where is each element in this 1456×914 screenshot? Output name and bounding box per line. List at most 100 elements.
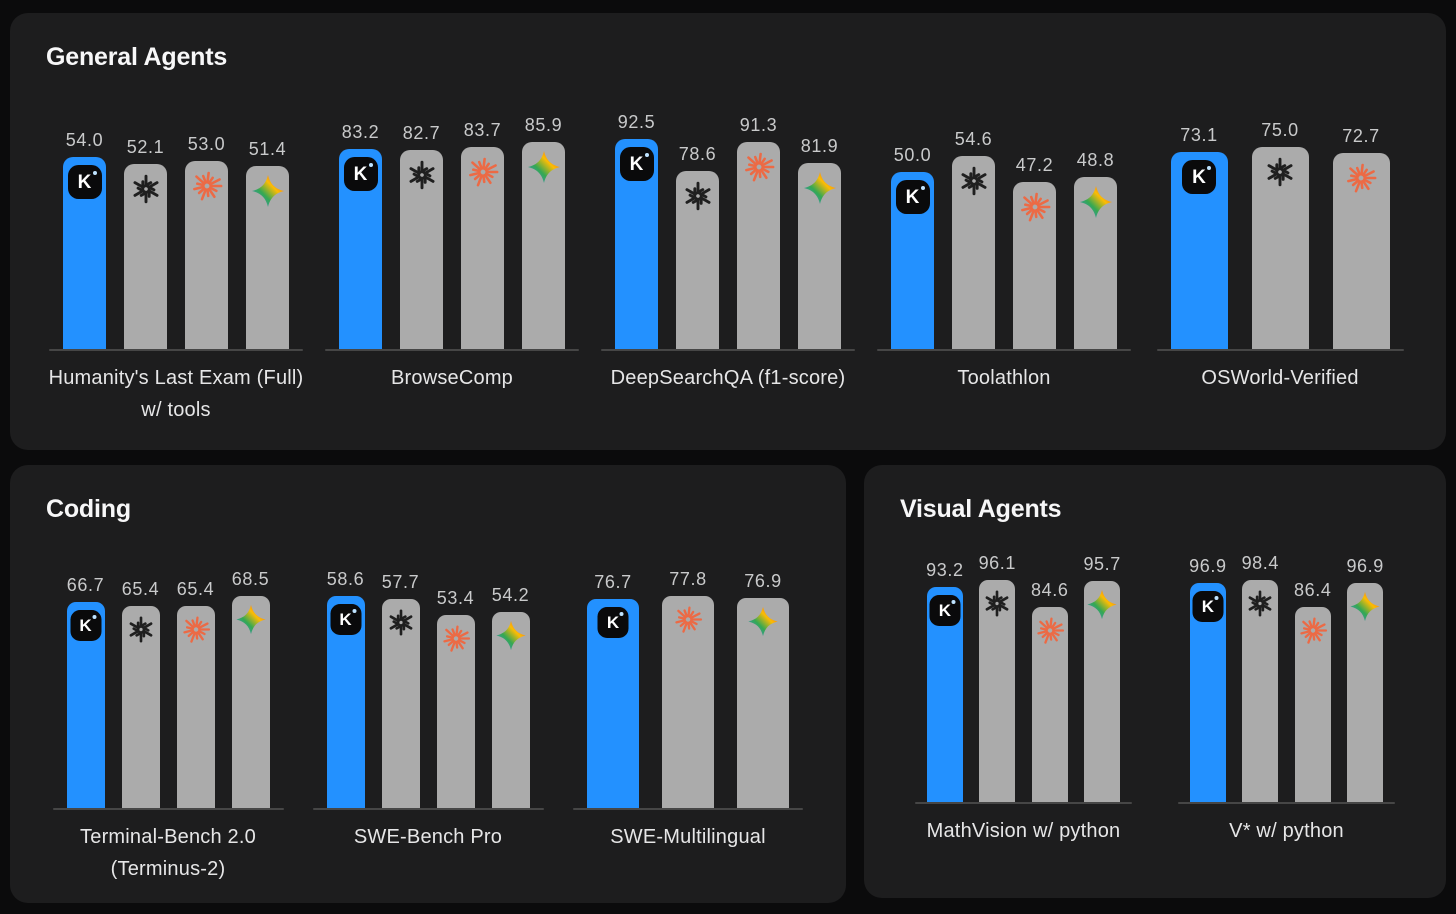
openai-icon [681, 179, 715, 213]
bar-column: 66.7 K [66, 575, 105, 808]
benchmark-label-line: OSWorld-Verified [1201, 367, 1359, 389]
kimi-k-letter: K [629, 153, 644, 175]
bar-column: 72.7 [1332, 126, 1390, 349]
bar-column: 58.6 K [326, 569, 365, 808]
competitor-bar [231, 596, 270, 808]
bar-value-label: 91.3 [739, 115, 778, 135]
bar-column: 76.7 K [587, 572, 639, 808]
bar-column: 75.0 [1251, 120, 1309, 349]
competitor-bar [1074, 177, 1117, 349]
kimi-k-dot [619, 612, 624, 616]
chart-coding: 66.7 K 65.4 65.4 68.5 Terminal-Bench 2.0 (T… [38, 564, 818, 901]
bar-value-label: 95.7 [1083, 554, 1121, 574]
bar-column: 47.2 [1013, 155, 1056, 349]
anthropic-starburst-icon [440, 623, 471, 654]
bar-value-label: 48.8 [1076, 150, 1115, 170]
kimi-bar: K [63, 157, 106, 349]
kimi-bar: K [1170, 152, 1228, 349]
anthropic-starburst-icon [1297, 615, 1328, 646]
benchmark-label: OSWorld-Verified [1201, 362, 1358, 440]
bar-icon-slot: K [895, 180, 930, 214]
competitor-bar [1242, 580, 1279, 802]
competitor-bar [461, 147, 504, 349]
openai-icon [957, 164, 991, 198]
kimi-k-dot [1214, 596, 1219, 600]
bar-column: 83.7 [461, 120, 504, 349]
kimi-k-letter: K [339, 610, 352, 629]
competitor-bar [952, 156, 995, 349]
panel-general-agents: General Agents 54.0 K 52.1 53.0 51.4 Human… [10, 13, 1446, 450]
bar-value-label: 65.4 [176, 579, 215, 599]
gemini-sparkle-icon [748, 606, 779, 637]
benchmark-group: 83.2 K 82.7 83.7 85.9 BrowseComp [314, 105, 590, 440]
bar-value-label: 96.9 [1189, 556, 1227, 576]
bar-icon-slot [1087, 589, 1118, 620]
bar-icon-slot [957, 164, 991, 198]
bar-column: 91.3 [737, 115, 780, 349]
kimi-bar: K [615, 139, 658, 349]
bar-value-label: 96.9 [1346, 556, 1384, 576]
openai-icon [385, 607, 416, 638]
kimi-k-letter: K [79, 616, 92, 635]
bar-group: 50.0 K 54.6 47.2 48.8 [891, 105, 1117, 349]
benchmark-label-line: V* w/ python [1229, 820, 1344, 842]
kimi-k-dot [644, 153, 649, 157]
competitor-bar [1013, 182, 1056, 349]
openai-icon [129, 172, 163, 206]
bar-icon-slot [1245, 588, 1276, 619]
benchmark-group: 93.2 K 96.1 84.6 95.7 MathVision w/ python [892, 548, 1155, 885]
bar-value-label: 81.9 [800, 136, 839, 156]
kimi-k-dot [368, 163, 373, 167]
bar-icon-slot [982, 588, 1013, 619]
competitor-bar [400, 150, 443, 349]
bar-value-label: 96.1 [978, 553, 1016, 573]
bar-value-label: 86.4 [1294, 580, 1332, 600]
benchmark-label-line: MathVision w/ python [926, 820, 1121, 842]
competitor-bar [124, 164, 167, 349]
benchmark-label: MathVision w/ python [927, 815, 1121, 885]
bar-column: 54.2 [491, 585, 530, 808]
kimi-k-icon: K [343, 157, 378, 191]
bar-group: 96.9 K 98.4 86.4 96.9 [1189, 548, 1384, 802]
anthropic-starburst-icon [673, 604, 704, 635]
axis-line [601, 349, 855, 351]
bar-value-label: 65.4 [121, 579, 160, 599]
benchmark-label-line: SWE-Bench Pro [353, 826, 503, 848]
bar-icon-slot: K [1192, 591, 1224, 622]
bar-icon-slot: K [343, 157, 378, 191]
bar-icon-slot [748, 606, 779, 637]
bar-column: 96.1 [979, 553, 1016, 802]
anthropic-starburst-icon [180, 614, 211, 645]
benchmark-label: Humanity's Last Exam (Full) w/ tools [49, 362, 304, 440]
bar-icon-slot [440, 623, 471, 654]
kimi-bar: K [66, 602, 105, 808]
anthropic-starburst-icon [742, 150, 776, 184]
competitor-bar [185, 161, 228, 349]
bar-icon-slot [1344, 161, 1378, 195]
kimi-k-dot [1207, 166, 1211, 170]
bar-icon-slot [385, 607, 416, 638]
bar-icon-slot: K [929, 595, 961, 626]
axis-line [1178, 802, 1395, 804]
kimi-k-icon: K [330, 604, 361, 635]
bar-icon-slot: K [619, 147, 654, 181]
gemini-sparkle-icon [235, 604, 266, 635]
panel-visual-agents: Visual Agents 93.2 K 96.1 84.6 95.7 MathVi… [864, 465, 1446, 898]
benchmark-label-line: DeepSearchQA (f1-score) [610, 367, 846, 389]
bar-value-label: 85.9 [524, 115, 563, 135]
competitor-bar [662, 596, 714, 808]
benchmark-label: SWE-Bench Pro [354, 821, 502, 901]
bar-group: 83.2 K 82.7 83.7 85.9 [339, 105, 565, 349]
competitor-bar [1251, 147, 1309, 349]
bar-icon-slot [1263, 155, 1297, 189]
benchmark-label: BrowseComp [391, 362, 513, 440]
bar-value-label: 92.5 [617, 112, 656, 132]
benchmark-group: 54.0 K 52.1 53.0 51.4 Humanity's Last Exam… [38, 105, 314, 440]
openai-icon [982, 588, 1013, 619]
bar-column: 85.9 [522, 115, 565, 349]
bar-group: 54.0 K 52.1 53.0 51.4 [63, 105, 289, 349]
axis-line [312, 808, 544, 810]
bar-column: 98.4 [1242, 553, 1279, 802]
kimi-k-dot [92, 171, 97, 175]
